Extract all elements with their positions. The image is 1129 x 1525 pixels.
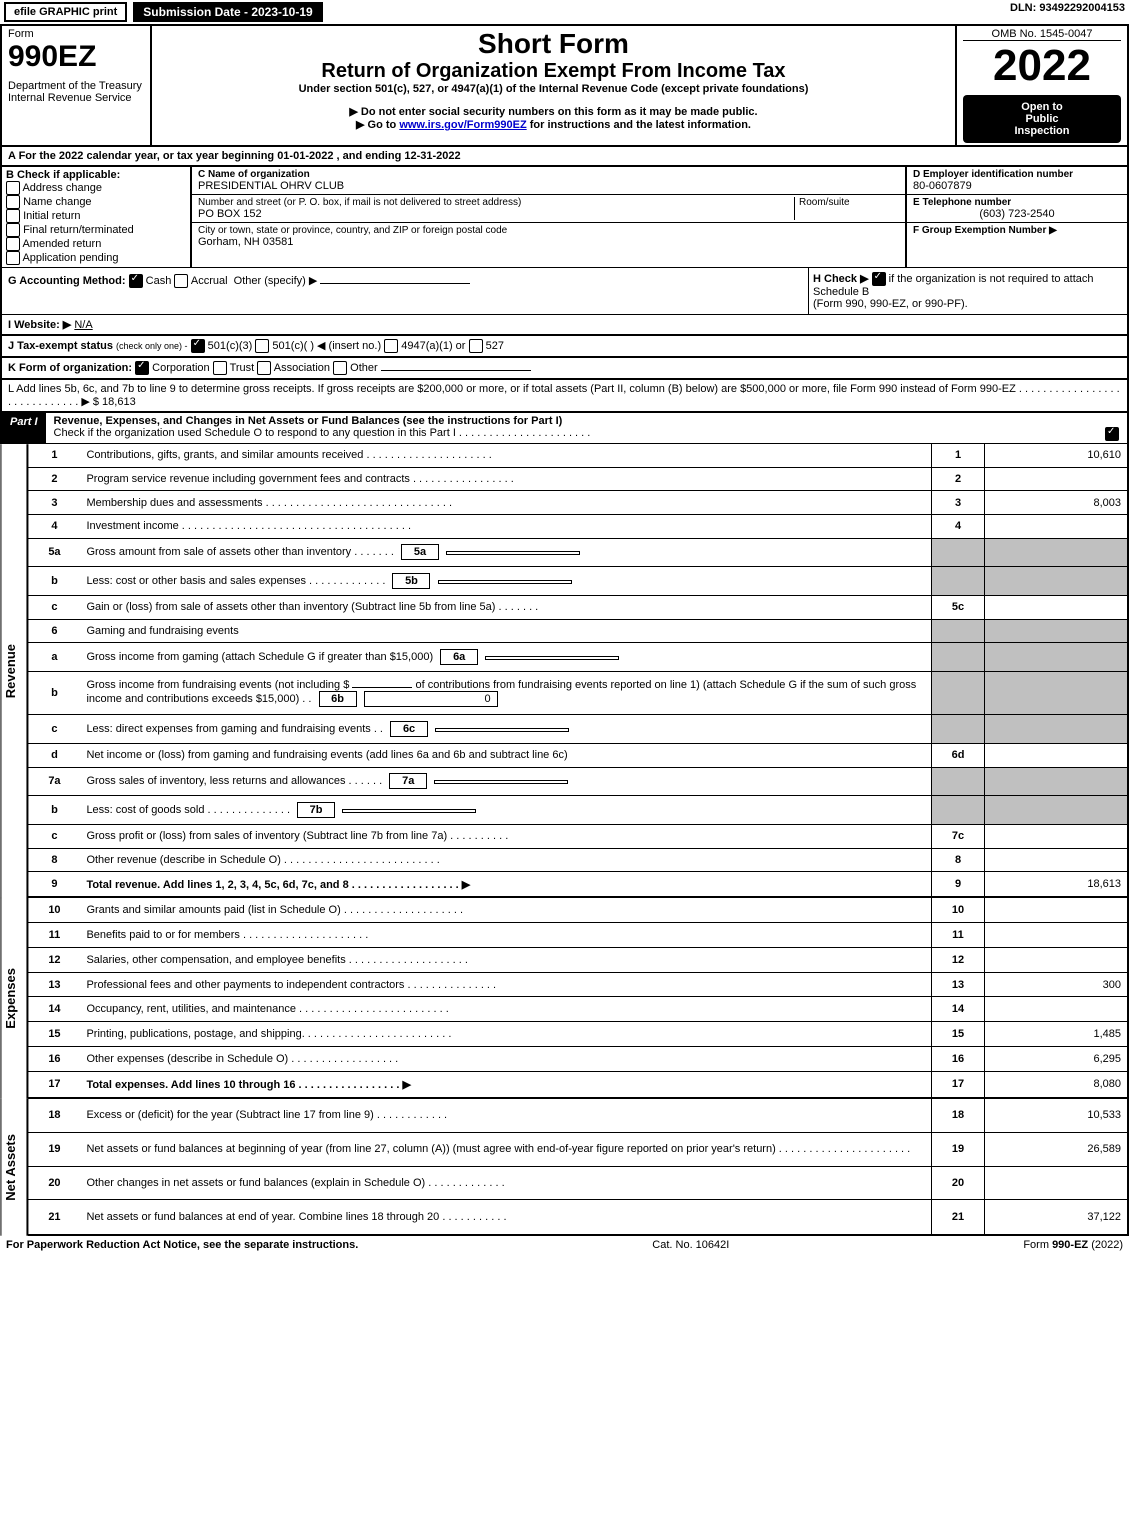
part-i-check-text: Check if the organization used Schedule … xyxy=(54,427,591,439)
irs-label: Internal Revenue Service xyxy=(8,92,144,104)
section-i-website: I Website: ▶ N/A xyxy=(0,315,1129,336)
efile-print-button[interactable]: efile GRAPHIC print xyxy=(4,2,127,22)
form-number: 990EZ xyxy=(8,40,144,74)
phone-label: E Telephone number xyxy=(913,197,1121,208)
section-l-gross-receipts: L Add lines 5b, 6c, and 7b to line 9 to … xyxy=(0,380,1129,413)
short-form-title: Short Form xyxy=(158,28,949,60)
section-k-form-of-org: K Form of organization: Corporation Trus… xyxy=(0,358,1129,380)
org-info-grid: B Check if applicable: Address change Na… xyxy=(0,167,1129,268)
phone-value: (603) 723-2540 xyxy=(913,208,1121,220)
street-label: Number and street (or P. O. box, if mail… xyxy=(198,197,794,208)
table-row: 19Net assets or fund balances at beginni… xyxy=(28,1132,1128,1166)
side-label-revenue: Revenue xyxy=(0,444,28,898)
table-row: 14Occupancy, rent, utilities, and mainte… xyxy=(28,997,1128,1022)
checkbox-other-org[interactable] xyxy=(333,361,347,375)
table-row: 9Total revenue. Add lines 1, 2, 3, 4, 5c… xyxy=(28,872,1128,898)
checkbox-527[interactable] xyxy=(469,339,483,353)
table-row: 5aGross amount from sale of assets other… xyxy=(28,538,1128,567)
checkbox-accrual[interactable] xyxy=(174,274,188,288)
dln-label: DLN: 93492292004153 xyxy=(1010,2,1125,22)
side-label-net-assets: Net Assets xyxy=(0,1099,28,1236)
street-value: PO BOX 152 xyxy=(198,208,794,220)
table-row: 17Total expenses. Add lines 10 through 1… xyxy=(28,1071,1128,1098)
table-row: cLess: direct expenses from gaming and f… xyxy=(28,715,1128,744)
org-name: PRESIDENTIAL OHRV CLUB xyxy=(198,180,899,192)
checkbox-501c3[interactable] xyxy=(191,339,205,353)
top-bar: efile GRAPHIC print Submission Date - 20… xyxy=(0,0,1129,26)
table-row: 4Investment income . . . . . . . . . . .… xyxy=(28,515,1128,539)
subtitle: Under section 501(c), 527, or 4947(a)(1)… xyxy=(158,83,949,95)
checkbox-cash[interactable] xyxy=(129,274,143,288)
open-to-public-badge: Open toPublicInspection xyxy=(963,95,1121,143)
table-row: cGross profit or (loss) from sales of in… xyxy=(28,824,1128,848)
checkbox-initial-return[interactable] xyxy=(6,209,20,223)
irs-link[interactable]: www.irs.gov/Form990EZ xyxy=(399,119,526,131)
form-label: Form xyxy=(8,28,144,40)
ein-label: D Employer identification number xyxy=(913,169,1121,180)
table-row: 1Contributions, gifts, grants, and simil… xyxy=(28,444,1128,467)
checkbox-trust[interactable] xyxy=(213,361,227,375)
table-row: 2Program service revenue including gover… xyxy=(28,467,1128,491)
checkbox-schedule-o-used[interactable] xyxy=(1105,427,1119,441)
table-row: 3Membership dues and assessments . . . .… xyxy=(28,491,1128,515)
city-label: City or town, state or province, country… xyxy=(198,225,899,236)
section-h: H Check ▶ if the organization is not req… xyxy=(808,268,1127,314)
part-i-tab: Part I xyxy=(2,413,46,443)
table-row: bLess: cost of goods sold . . . . . . . … xyxy=(28,796,1128,825)
table-row: 16Other expenses (describe in Schedule O… xyxy=(28,1047,1128,1072)
ein-value: 80-0607879 xyxy=(913,180,1121,192)
table-row: 13Professional fees and other payments t… xyxy=(28,972,1128,997)
page-footer: For Paperwork Reduction Act Notice, see … xyxy=(0,1236,1129,1254)
table-row: bLess: cost or other basis and sales exp… xyxy=(28,567,1128,596)
ssn-warning: ▶ Do not enter social security numbers o… xyxy=(158,105,949,118)
goto-instructions: ▶ Go to www.irs.gov/Form990EZ for instru… xyxy=(158,118,949,131)
omb-number: OMB No. 1545-0047 xyxy=(963,28,1121,41)
city-value: Gorham, NH 03581 xyxy=(198,236,899,248)
section-g: G Accounting Method: Cash Accrual Other … xyxy=(2,268,808,314)
room-suite-label: Room/suite xyxy=(794,197,899,220)
table-row: 10Grants and similar amounts paid (list … xyxy=(28,898,1128,922)
checkbox-name-change[interactable] xyxy=(6,195,20,209)
part-i-title: Revenue, Expenses, and Changes in Net As… xyxy=(54,415,563,427)
side-label-expenses: Expenses xyxy=(0,898,28,1099)
table-row: 21Net assets or fund balances at end of … xyxy=(28,1200,1128,1235)
checkbox-address-change[interactable] xyxy=(6,181,20,195)
group-exemption-label: F Group Exemption Number ▶ xyxy=(913,225,1121,236)
table-row: aGross income from gaming (attach Schedu… xyxy=(28,643,1128,672)
checkbox-schedule-b-not-required[interactable] xyxy=(872,272,886,286)
checkbox-association[interactable] xyxy=(257,361,271,375)
main-title: Return of Organization Exempt From Incom… xyxy=(158,60,949,83)
table-row: 15Printing, publications, postage, and s… xyxy=(28,1022,1128,1047)
checkbox-501c[interactable] xyxy=(255,339,269,353)
dept-treasury: Department of the Treasury xyxy=(8,80,144,92)
checkbox-4947a1[interactable] xyxy=(384,339,398,353)
footer-left: For Paperwork Reduction Act Notice, see … xyxy=(6,1239,358,1251)
section-c-label: C Name of organization xyxy=(198,169,310,180)
table-row: 7aGross sales of inventory, less returns… xyxy=(28,767,1128,796)
checkbox-corporation[interactable] xyxy=(135,361,149,375)
table-row: bGross income from fundraising events (n… xyxy=(28,671,1128,715)
revenue-table: 1Contributions, gifts, grants, and simil… xyxy=(28,444,1129,898)
checkbox-amended-return[interactable] xyxy=(6,237,20,251)
table-row: 11Benefits paid to or for members . . . … xyxy=(28,923,1128,948)
table-row: 8Other revenue (describe in Schedule O) … xyxy=(28,848,1128,872)
footer-form-ref: Form 990-EZ (2022) xyxy=(1023,1239,1123,1251)
expenses-table: 10Grants and similar amounts paid (list … xyxy=(28,898,1129,1099)
table-row: cGain or (loss) from sale of assets othe… xyxy=(28,595,1128,619)
checkbox-application-pending[interactable] xyxy=(6,251,20,265)
form-header: Form 990EZ Department of the Treasury In… xyxy=(0,26,1129,147)
section-a-tax-year: A For the 2022 calendar year, or tax yea… xyxy=(0,147,1129,167)
submission-date-badge: Submission Date - 2023-10-19 xyxy=(133,2,322,22)
section-b-heading: B Check if applicable: xyxy=(6,169,186,181)
table-row: dNet income or (loss) from gaming and fu… xyxy=(28,743,1128,767)
section-j-tax-exempt: J Tax-exempt status (check only one) - 5… xyxy=(0,336,1129,358)
table-row: 18Excess or (deficit) for the year (Subt… xyxy=(28,1099,1128,1132)
table-row: 20Other changes in net assets or fund ba… xyxy=(28,1166,1128,1200)
table-row: 6Gaming and fundraising events xyxy=(28,619,1128,643)
tax-year: 2022 xyxy=(963,41,1121,91)
checkbox-final-return[interactable] xyxy=(6,223,20,237)
footer-cat-no: Cat. No. 10642I xyxy=(652,1239,729,1251)
net-assets-table: 18Excess or (deficit) for the year (Subt… xyxy=(28,1099,1129,1236)
table-row: 12Salaries, other compensation, and empl… xyxy=(28,947,1128,972)
